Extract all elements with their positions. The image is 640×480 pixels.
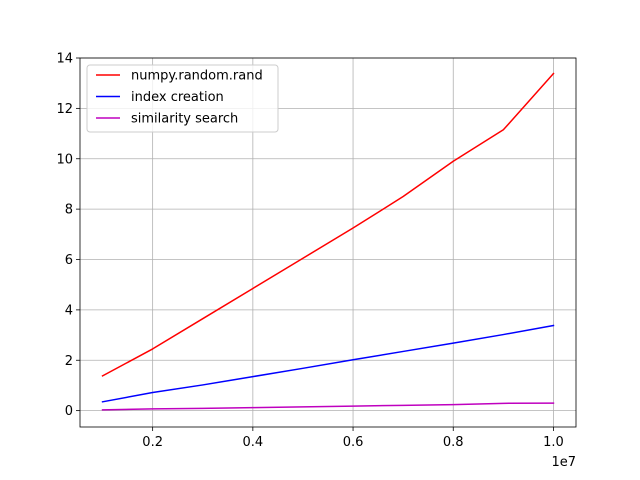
x-axis: 0.2 0.4 0.6 0.8 1.0 <box>142 427 564 450</box>
legend-label: numpy.random.rand <box>131 69 263 84</box>
series-line-numpy-random-rand <box>101 72 555 377</box>
y-tick-label: 2 <box>65 354 73 369</box>
y-tick-label: 12 <box>56 102 73 117</box>
legend-box <box>86 64 279 133</box>
x-tick-label: 0.6 <box>343 435 364 450</box>
y-tick-label: 10 <box>56 152 73 167</box>
x-tick-label: 0.8 <box>443 435 464 450</box>
legend: numpy.random.rand index creation similarit… <box>86 64 279 133</box>
axes-frame <box>79 57 577 428</box>
legend-label: similarity search <box>131 112 238 127</box>
y-tick-label: 6 <box>65 253 73 268</box>
y-tick-label: 0 <box>65 404 73 419</box>
y-tick-label: 4 <box>65 303 73 318</box>
series-line-index-creation <box>101 324 555 403</box>
series-line-similarity-search <box>101 402 555 411</box>
legend-label: index creation <box>131 90 224 105</box>
y-tick-label: 14 <box>56 52 73 67</box>
y-tick-label: 8 <box>65 203 73 218</box>
x-tick-label: 0.2 <box>142 435 163 450</box>
series-lines <box>101 72 555 411</box>
x-axis-offset-text: 1e7 <box>551 455 576 470</box>
x-tick-label: 0.4 <box>243 435 264 450</box>
y-axis: 0 2 4 6 8 10 12 14 <box>56 52 80 419</box>
x-tick-label: 1.0 <box>543 435 564 450</box>
